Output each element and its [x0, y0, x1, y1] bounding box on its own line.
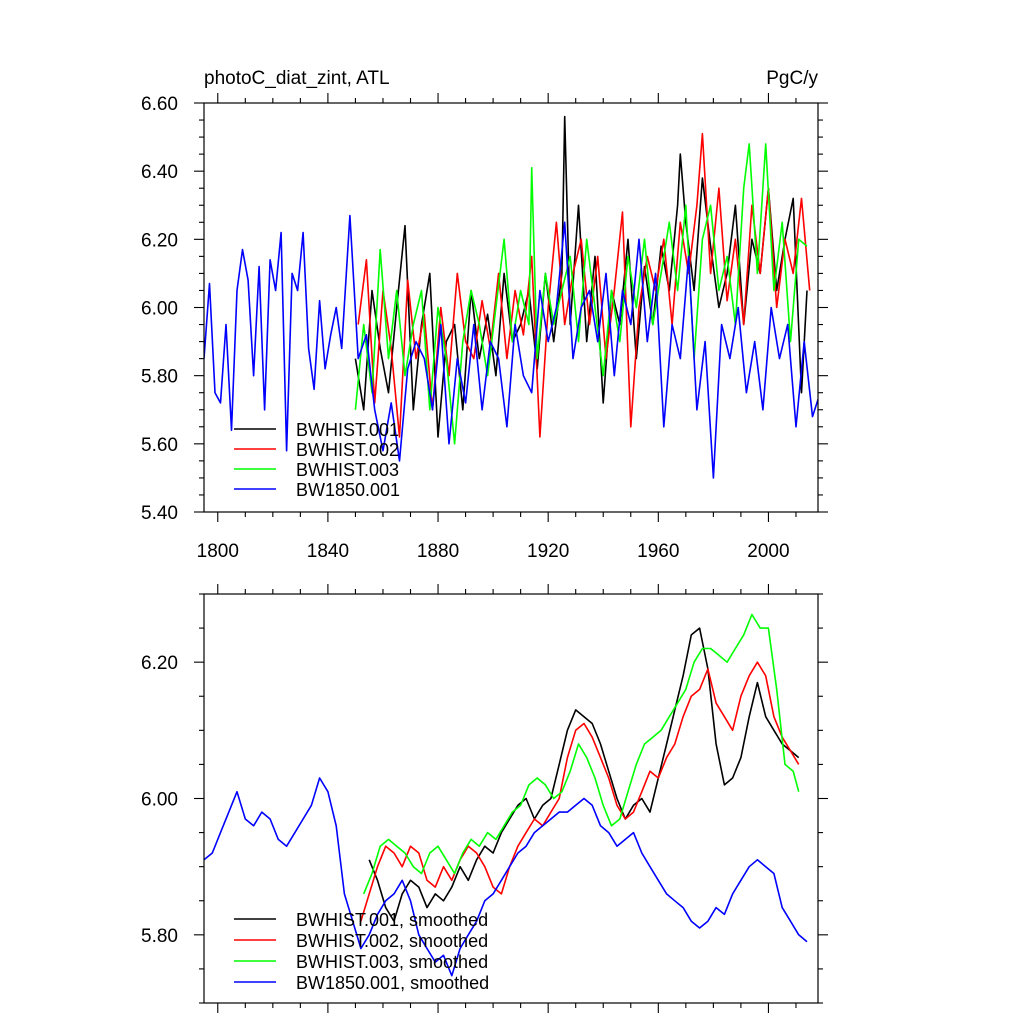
bottom-y-tick-label: 5.80	[141, 926, 178, 947]
top-series-line-4	[204, 214, 818, 479]
top-y-tick-label: 6.40	[141, 162, 178, 183]
top-legend-label-1: BWHIST.001	[296, 420, 399, 440]
top-panel: photoC_diat_zint, ATL PgC/y 1800 1840 1880…	[141, 68, 828, 562]
top-x-tick-label: 1920	[527, 541, 569, 562]
top-title-left: photoC_diat_zint, ATL	[204, 68, 390, 89]
top-series-line-3	[354, 143, 808, 445]
top-legend-label-3: BWHIST.003	[296, 460, 399, 480]
top-y-tick-label: 5.60	[141, 435, 178, 456]
bottom-series-line-2	[360, 661, 800, 922]
bottom-series-group	[204, 613, 808, 977]
top-y-tick-label: 5.80	[141, 367, 178, 388]
top-x-tick-label: 2000	[747, 541, 789, 562]
top-series-group	[204, 115, 818, 479]
top-y-tick-label: 6.60	[141, 94, 178, 115]
top-x-tick-label: 1960	[637, 541, 679, 562]
top-y-tick-label: 6.20	[141, 230, 178, 251]
bottom-series-line-4	[204, 777, 808, 977]
bottom-legend-label-1: BWHIST.001, smoothed	[296, 910, 488, 930]
bottom-legend-label-2: BWHIST.002, smoothed	[296, 931, 488, 951]
bottom-y-tick-label: 6.00	[141, 790, 178, 811]
top-y-tick-label: 6.00	[141, 299, 178, 320]
top-title-right: PgC/y	[766, 68, 818, 89]
bottom-axes-group: 5.80 6.00 6.20	[141, 584, 828, 1013]
top-y-tick-label: 5.40	[141, 503, 178, 524]
top-x-tick-label: 1800	[197, 541, 239, 562]
top-axes-group: 1800 1840 1880 1920 1960 2000 5.40 5.60 5.80 6.00…	[141, 93, 828, 562]
top-x-tick-label: 1880	[417, 541, 459, 562]
bottom-y-tick-label: 6.20	[141, 653, 178, 674]
bottom-series-line-3	[362, 613, 800, 895]
bottom-panel: 5.806.006.20 BWHIST.001, smoothedBWHIST.…	[141, 584, 828, 1013]
top-legend-label-4: BW1850.001	[296, 480, 400, 500]
top-legend-label-2: BWHIST.002	[296, 440, 399, 460]
bottom-legend-label-4: BW1850.001, smoothed	[296, 973, 489, 993]
bottom-series-line-1	[368, 627, 800, 923]
top-x-tick-label: 1840	[307, 541, 349, 562]
bottom-legend-label-3: BWHIST.003, smoothed	[296, 952, 488, 972]
